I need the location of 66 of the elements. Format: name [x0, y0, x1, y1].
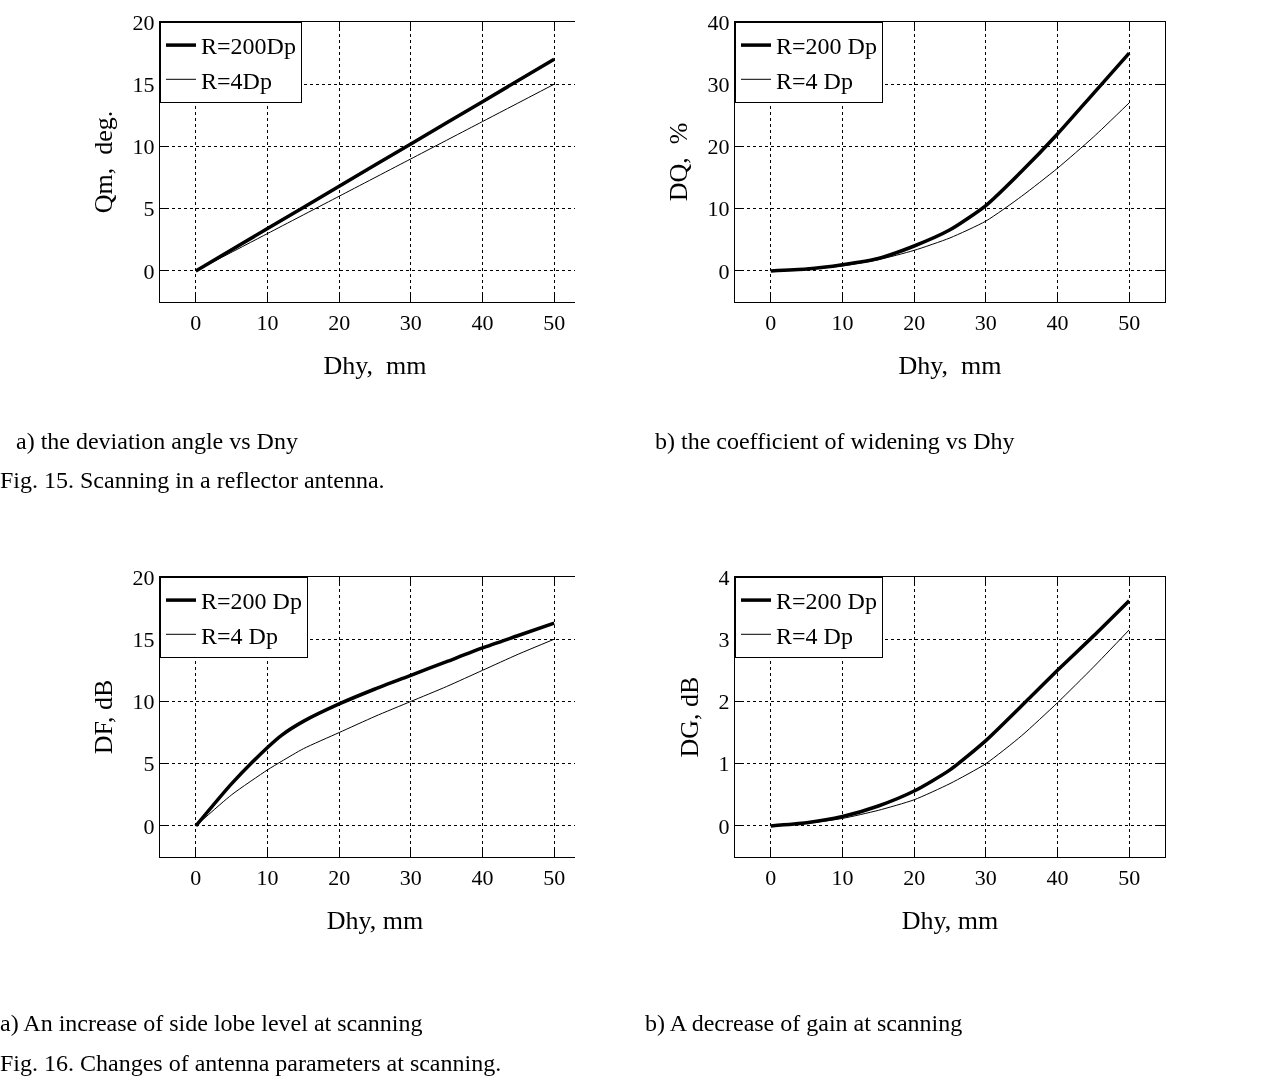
y-axis-title: DQ, %: [663, 122, 693, 202]
x-axis-title: Dhy, mm: [323, 351, 427, 381]
y-tick-label: 20: [707, 134, 730, 160]
y-tick-label: 0: [718, 258, 730, 284]
x-tick-label: 40: [471, 864, 494, 890]
text: b) A decrease of gain at scanning: [645, 1010, 963, 1037]
legend-label: R=4 Dp: [776, 67, 853, 94]
x-tick-label: 10: [831, 309, 854, 335]
x-tick-label: 20: [903, 864, 926, 890]
y-tick-label: 3: [718, 626, 730, 652]
x-tick-label: 40: [1046, 309, 1069, 335]
y-tick-label: 15: [132, 626, 155, 652]
x-tick-label: 50: [1118, 309, 1141, 335]
text: a) An increase of side lobe level at scanning: [0, 1010, 423, 1037]
y-tick-label: 1: [718, 751, 730, 777]
y-tick-label: 40: [707, 9, 730, 35]
legend-label: R=200 Dp: [776, 33, 877, 60]
y-tick-label: 15: [132, 71, 155, 97]
x-axis-title: Dhy, mm: [898, 351, 1002, 381]
y-tick-label: 0: [143, 258, 155, 284]
y-tick-label: 20: [132, 564, 155, 590]
x-tick-label: 50: [1118, 864, 1141, 890]
y-tick-label: 4: [718, 564, 730, 590]
y-tick-label: 30: [707, 71, 730, 97]
x-tick-label: 50: [543, 864, 566, 890]
x-tick-label: 0: [765, 864, 777, 890]
legend-label: R=4 Dp: [201, 622, 278, 649]
x-tick-label: 0: [190, 864, 202, 890]
text: a) the deviation angle vs Dny: [16, 428, 298, 455]
x-tick-label: 30: [399, 309, 422, 335]
x-tick-label: 30: [974, 864, 997, 890]
y-tick-label: 2: [718, 689, 730, 715]
x-tick-label: 30: [974, 309, 997, 335]
legend-label: R=4Dp: [201, 67, 272, 94]
x-tick-label: 20: [903, 309, 926, 335]
y-tick-label: 10: [707, 196, 730, 222]
x-axis-title: Dhy, mm: [901, 906, 999, 936]
x-tick-label: 10: [256, 864, 279, 890]
caption: Fig. 16. Changes of antenna parameters at scanning.: [0, 1050, 502, 1077]
legend-label: R=200Dp: [201, 33, 296, 60]
y-tick-label: 20: [132, 9, 155, 35]
y-axis-title: DG, dB: [674, 676, 704, 758]
y-tick-label: 0: [143, 813, 155, 839]
x-tick-label: 40: [471, 309, 494, 335]
y-tick-label: 10: [132, 134, 155, 160]
text: b) the coefficient of widening vs Dhy: [655, 428, 1015, 455]
caption: Fig. 15. Scanning in a reflector antenna.: [0, 467, 385, 494]
legend-label: R=200 Dp: [201, 588, 302, 615]
x-tick-label: 10: [256, 309, 279, 335]
legend-label: R=4 Dp: [776, 622, 853, 649]
y-tick-label: 5: [143, 751, 155, 777]
x-tick-label: 20: [328, 864, 351, 890]
x-tick-label: 40: [1046, 864, 1069, 890]
x-tick-label: 50: [543, 309, 566, 335]
y-tick-label: 5: [143, 196, 155, 222]
x-tick-label: 0: [190, 309, 202, 335]
y-axis-title: DF, dB: [88, 679, 118, 755]
x-tick-label: 20: [328, 309, 351, 335]
y-tick-label: 10: [132, 689, 155, 715]
y-axis-title: Qm, deg.: [88, 110, 118, 214]
x-tick-label: 10: [831, 864, 854, 890]
x-tick-label: 0: [765, 309, 777, 335]
x-axis-title: Dhy, mm: [326, 906, 424, 936]
legend-label: R=200 Dp: [776, 588, 877, 615]
x-tick-label: 30: [399, 864, 422, 890]
y-tick-label: 0: [718, 813, 730, 839]
